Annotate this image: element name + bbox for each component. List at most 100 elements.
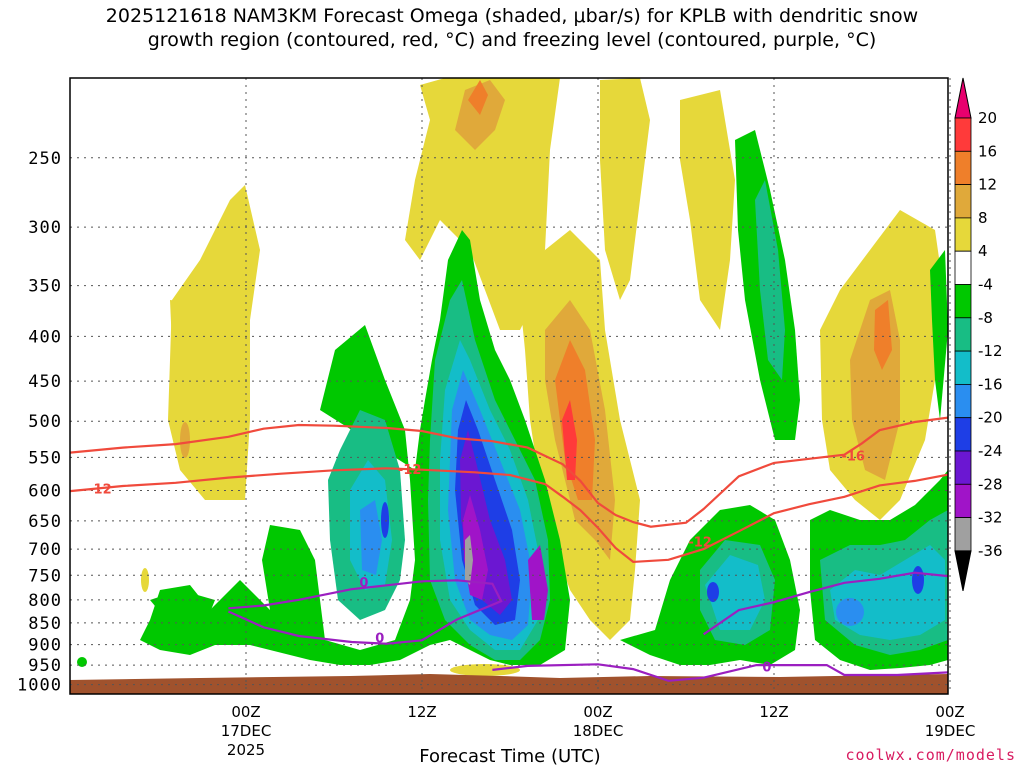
y-tick-label: 300 [28,218,62,238]
colorbar-segment [954,383,972,419]
contour-lines: -12 -12 -12 -16 0 0 0 [70,416,948,682]
omega-plus16-mid [562,400,577,480]
y-tick-label: 450 [28,372,62,392]
y-tick-label: 400 [28,327,62,347]
x-tick-label: 00Z [935,703,964,721]
colorbar-label: -36 [978,542,1003,560]
omega-plus8-small [180,422,190,458]
credit-text: coolwx.com/models [845,746,1016,764]
colorbar-segment [954,450,972,485]
x-tick-label: 00Z [231,703,260,721]
omega-minus20-east1 [707,582,719,602]
x-tick-label: 19DEC [925,722,976,740]
omega-plus12-mid [555,340,595,500]
colorbar-label: -20 [978,409,1003,427]
y-tick-label: 350 [28,277,62,297]
contour-line [702,571,948,636]
omega-minus8-upper-east [755,180,785,380]
colorbar-segment [954,284,972,319]
plot-frame [69,77,949,695]
y-tick-label: 600 [28,481,62,501]
omega-plus12-top [468,80,488,115]
y-tick-label: 700 [28,540,62,560]
colorbar-segment [954,317,972,352]
x-tick-label: 00Z [583,703,612,721]
omega-minus28-side [528,545,548,620]
x-tick-label: 12Z [407,703,436,721]
omega-minus4-small-w [150,590,215,630]
omega-plus12-east [874,300,892,370]
colorbar-segment [954,250,972,285]
chart-title-line1: 2025121618 NAM3KM Forecast Omega (shaded… [105,5,919,27]
y-tick-label: 1000 [17,676,62,696]
x-tick-label: 17DEC [221,722,272,740]
omega-plus4-plume-1b [170,300,215,345]
contour-label: 0 [359,576,368,591]
colorbar-label: -32 [978,509,1003,527]
y-tick-label: 550 [28,448,62,468]
contour-line [227,579,503,645]
y-tick-label: 650 [28,512,62,532]
colorbar-segment [954,350,972,385]
y-tick-label: 750 [28,566,62,586]
y-axis: 2503003504004505005506006507007508008509… [17,149,62,696]
y-tick-label: 800 [28,591,62,611]
omega-plus4-top2 [600,78,650,300]
omega-minus16-east2 [836,598,864,626]
contour-label: 0 [375,631,384,646]
contour-line [70,416,948,528]
omega-plus4-surface [450,664,520,676]
colorbar-segment [954,117,972,152]
terrain-ground [70,674,948,694]
colorbar-segment [954,184,972,219]
contour-line [492,663,948,682]
x-tick-label: 2025 [227,741,265,759]
colorbar-segment [954,150,972,186]
omega-minus4-edge [930,250,948,420]
x-tick-label: 12Z [759,703,788,721]
x-axis-label: Forecast Time (UTC) [419,746,600,767]
colorbar-label: -24 [978,442,1003,460]
omega-minus12-east1 [705,555,765,630]
omega-minus32-core [465,535,473,585]
omega-shading [77,78,948,676]
colorbar-label: 16 [978,142,997,160]
omega-minus20-east2 [912,566,924,594]
omega-minus16-west [360,500,382,575]
colorbar-label: 20 [978,109,997,127]
plot-grid [70,78,951,694]
colorbar-label: -4 [978,276,993,294]
colorbar-label: 4 [978,242,988,260]
colorbar: 20 16 12 8 4 -4 -8 -12 -16 -20 -24 -28 -32 -36 [954,77,1003,591]
chart-title: 2025121618 NAM3KM Forecast Omega (shaded… [0,4,1024,52]
colorbar-label: -16 [978,375,1003,393]
contour-label: 0 [762,660,771,675]
colorbar-segment [954,483,972,518]
colorbar-segment [954,517,972,552]
y-tick-label: 900 [28,636,62,656]
colorbar-label: -8 [978,309,993,327]
y-tick-label: 850 [28,614,62,634]
omega-plus4-upper [405,78,560,330]
omega-minus20-west [381,502,389,538]
omega-plus4-top3 [680,90,735,330]
contour-line [70,467,948,564]
colorbar-arrow-top [954,77,972,119]
contour-label: -12 [398,463,422,478]
chart-title-line2: growth region (contoured, red, °C) and f… [147,29,877,51]
contour-label: -12 [88,483,112,498]
colorbar-segment [954,417,972,452]
y-tick-label: 500 [28,412,62,432]
colorbar-label: -12 [978,342,1003,360]
colorbar-segment [954,217,972,252]
x-tick-label: 18DEC [573,722,624,740]
y-tick-label: 250 [28,149,62,169]
colorbar-label: 8 [978,209,988,227]
y-tick-label: 950 [28,656,62,676]
omega-minus4-dot [77,657,87,667]
terrain-fill [70,674,948,694]
colorbar-label: -28 [978,475,1003,493]
contour-label: -12 [688,535,712,550]
colorbar-label: 12 [978,176,997,194]
